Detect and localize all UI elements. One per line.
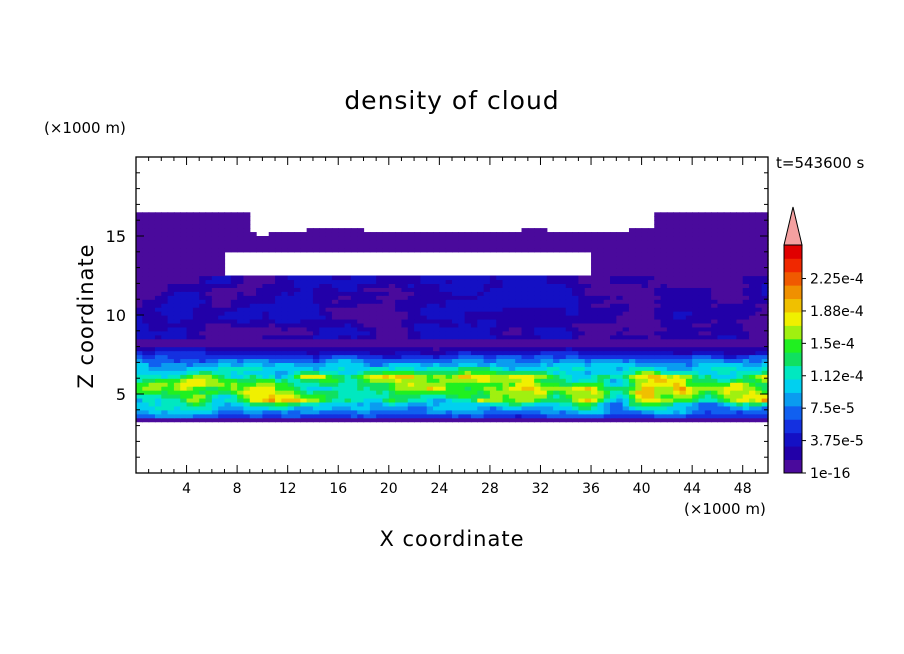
colorbar-band [784, 338, 802, 353]
x-tick-label: 24 [430, 481, 448, 497]
colorbar-label: 1.12e-4 [810, 369, 864, 385]
x-tick-label: 32 [532, 481, 550, 497]
colorbar-band [784, 365, 802, 380]
colorbar-band [784, 419, 802, 434]
x-tick-label: 36 [582, 481, 600, 497]
density-field [136, 212, 769, 423]
colorbar-band [784, 446, 802, 460]
x-tick-label: 4 [182, 481, 191, 497]
y-tick-label: 15 [106, 227, 126, 246]
colorbar-label: 1.88e-4 [810, 304, 864, 320]
x-tick-label: 48 [734, 481, 752, 497]
x-tick-label: 8 [233, 481, 242, 497]
colorbar-band [784, 379, 802, 393]
colorbar-label: 3.75e-5 [810, 434, 864, 450]
colorbar-band [784, 459, 802, 474]
colorbar-band [784, 298, 802, 313]
colorbar-band [784, 405, 802, 420]
x-axis-unit: (×1000 m) [684, 500, 766, 518]
y-axis-unit: (×1000 m) [44, 119, 126, 137]
x-axis-label: X coordinate [379, 527, 525, 551]
colorbar-extend-arrow [783, 206, 803, 246]
colorbar-band [784, 325, 802, 340]
colorbar-label: 7.5e-5 [810, 401, 855, 417]
colorbar-band [784, 352, 802, 367]
colorbar-label: 2.25e-4 [810, 272, 864, 288]
chart-title: density of cloud [344, 86, 560, 115]
colorbar-label: 1e-16 [810, 466, 850, 482]
x-tick-label: 28 [481, 481, 499, 497]
colorbar: 1e-16 3.75e-5 7.5e-5 1.12e-4 1.5e-4 1.88e-4 2.… [783, 206, 864, 482]
colorbar-band [784, 271, 802, 286]
colorbar-label: 1.5e-4 [810, 336, 855, 352]
colorbar-band [784, 285, 802, 300]
colorbar-band [784, 245, 802, 259]
x-tick-label: 40 [633, 481, 651, 497]
x-tick-label: 44 [683, 481, 701, 497]
colorbar-band [784, 392, 802, 407]
colorbar-band [784, 312, 802, 326]
x-tick-label: 12 [279, 481, 297, 497]
time-label: t=543600 s [776, 154, 865, 172]
colorbar-band [784, 258, 802, 273]
x-tick-label: 16 [329, 481, 347, 497]
y-tick-label: 10 [106, 306, 126, 325]
y-tick-label: 5 [116, 385, 126, 404]
x-tick-label: 20 [380, 481, 398, 497]
colorbar-band [784, 432, 802, 447]
